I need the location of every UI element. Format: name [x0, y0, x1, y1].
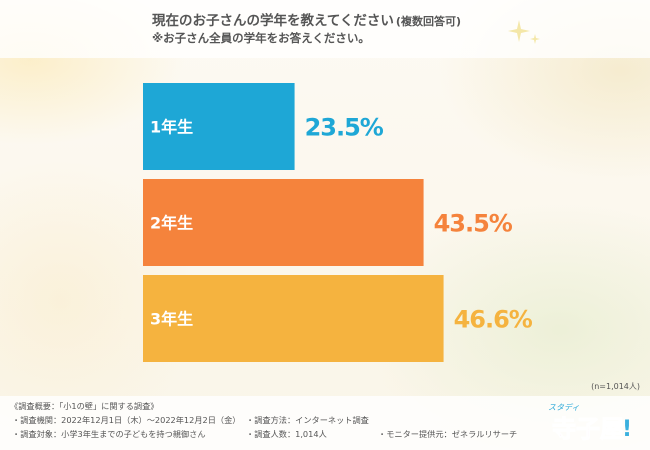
sparkle-icon	[508, 20, 540, 44]
survey-count: ・調査人数：1,014人	[246, 429, 327, 439]
survey-target: ・調査対象：小学3年生までの子どもを持つ親御さん	[12, 429, 206, 439]
chart-title: 現在のお子さんの学年を教えてください (複数回答可)	[152, 9, 461, 29]
logo-small-text: スタディ	[548, 403, 579, 412]
value-label-1: 23.5%	[305, 114, 384, 142]
survey-method: ・調査方法：インターネット調査	[246, 415, 369, 425]
sample-size-note: (n=1,014人)	[591, 382, 640, 391]
category-label-2: 2年生	[150, 214, 193, 233]
survey-monitor: ・モニター提供元：ゼネラルリサーチ	[378, 429, 518, 439]
bar-3	[143, 275, 444, 362]
category-label-1: 1年生	[150, 118, 193, 137]
logo-main-text: 寺子屋	[552, 415, 624, 443]
value-label-3: 46.6%	[454, 306, 533, 334]
terakoya-logo: スタディ 寺子屋 !	[548, 403, 632, 444]
title-note: (複数回答可)	[395, 15, 461, 28]
chart-subtitle: ※お子さん全員の学年をお答えください。	[152, 31, 370, 45]
logo-mark: !	[622, 417, 632, 442]
title-text: 現在のお子さんの学年を教えてください	[152, 13, 394, 29]
bar-2	[143, 179, 424, 266]
bar-1	[143, 83, 295, 170]
header-band: 現在のお子さんの学年を教えてください (複数回答可) ※お子さん全員の学年をお答え…	[0, 0, 650, 58]
category-label-3: 3年生	[150, 310, 193, 329]
survey-period: ・調査機関：2022年12月1日（木）～2022年12月2日（金）	[12, 415, 241, 425]
survey-footer: 《調査概要：「小1の壁」に関する調査》 ・調査機関：2022年12月1日（木）～…	[0, 396, 650, 450]
survey-overview-title: 《調査概要：「小1の壁」に関する調査》	[10, 401, 159, 411]
value-label-2: 43.5%	[434, 210, 513, 238]
